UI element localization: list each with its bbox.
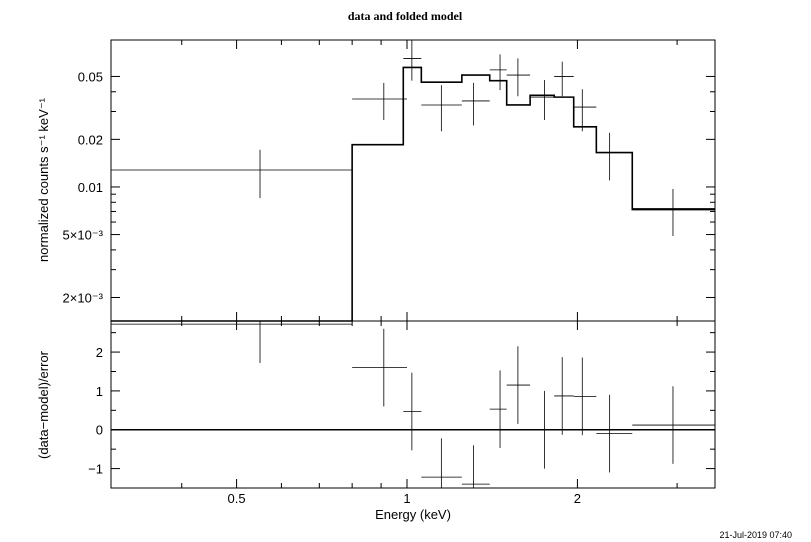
y-tick-label: 5×10⁻³ bbox=[63, 228, 104, 243]
spectrum-data-point bbox=[506, 58, 531, 97]
spectrum-panel: 0.05 0.02 0.01 5×10⁻³ 2×10⁻³ normalized coun… bbox=[36, 39, 716, 322]
y-tick-label: 0.05 bbox=[78, 69, 103, 84]
spectrum-data-point bbox=[489, 54, 507, 91]
spectrum-data-point bbox=[596, 132, 633, 181]
spectrum-data-point bbox=[554, 61, 574, 97]
spectrum-data-point bbox=[111, 149, 353, 199]
timestamp-label: 21-Jul-2019 07:40 bbox=[719, 530, 792, 540]
residuals-panel: 0.5 1 2 2 1 0 −1 (data−model)/error Energy (ke… bbox=[36, 320, 716, 522]
residual-data-point bbox=[489, 370, 507, 448]
residuals-y-axis-label: (data−model)/error bbox=[36, 350, 51, 459]
residual-data-points bbox=[111, 321, 715, 488]
x-tick-label: 2 bbox=[574, 491, 581, 506]
spectrum-panel-frame bbox=[110, 39, 716, 322]
spectrum-y-axis-label: normalized counts s⁻¹ keV⁻¹ bbox=[36, 97, 51, 262]
residual-data-point bbox=[506, 346, 531, 424]
spectrum-data-point bbox=[573, 89, 597, 132]
y-tick-label: 0.01 bbox=[78, 180, 103, 195]
spectrum-panel-ticks: 0.05 0.02 0.01 5×10⁻³ 2×10⁻³ bbox=[63, 40, 715, 321]
residual-data-point bbox=[461, 445, 490, 488]
residuals-panel-ticks: 0.5 1 2 2 1 0 −1 bbox=[88, 321, 715, 506]
spectrum-data-point bbox=[632, 189, 715, 236]
residual-data-point bbox=[352, 328, 408, 407]
residual-data-point bbox=[632, 386, 715, 464]
spectrum-data-point bbox=[461, 82, 490, 126]
spectrum-data-point bbox=[352, 82, 408, 121]
residual-data-point bbox=[596, 394, 633, 473]
y-tick-label: 0.02 bbox=[78, 132, 103, 147]
spectrum-data-point bbox=[403, 40, 422, 81]
spectrum-data-points bbox=[111, 40, 715, 236]
y-tick-label: 0 bbox=[96, 423, 103, 438]
residuals-panel-frame bbox=[110, 320, 716, 489]
y-tick-label: −1 bbox=[88, 462, 103, 477]
x-tick-label: 0.5 bbox=[228, 491, 246, 506]
folded-model-line bbox=[111, 66, 715, 322]
spectrum-data-point bbox=[530, 79, 555, 121]
residual-data-point bbox=[554, 357, 574, 435]
chart-title: data and folded model bbox=[348, 9, 463, 23]
y-tick-label: 1 bbox=[96, 384, 103, 399]
residual-data-point bbox=[403, 372, 422, 451]
y-tick-label: 2 bbox=[96, 345, 103, 360]
x-tick-label: 1 bbox=[403, 491, 410, 506]
x-axis-label: Energy (keV) bbox=[375, 507, 451, 522]
residual-data-point bbox=[111, 321, 353, 363]
residual-data-point bbox=[421, 438, 462, 488]
residual-data-point bbox=[573, 357, 597, 436]
spectrum-data-point bbox=[421, 85, 462, 132]
y-tick-label: 2×10⁻³ bbox=[63, 290, 104, 305]
residual-data-point bbox=[530, 390, 555, 469]
